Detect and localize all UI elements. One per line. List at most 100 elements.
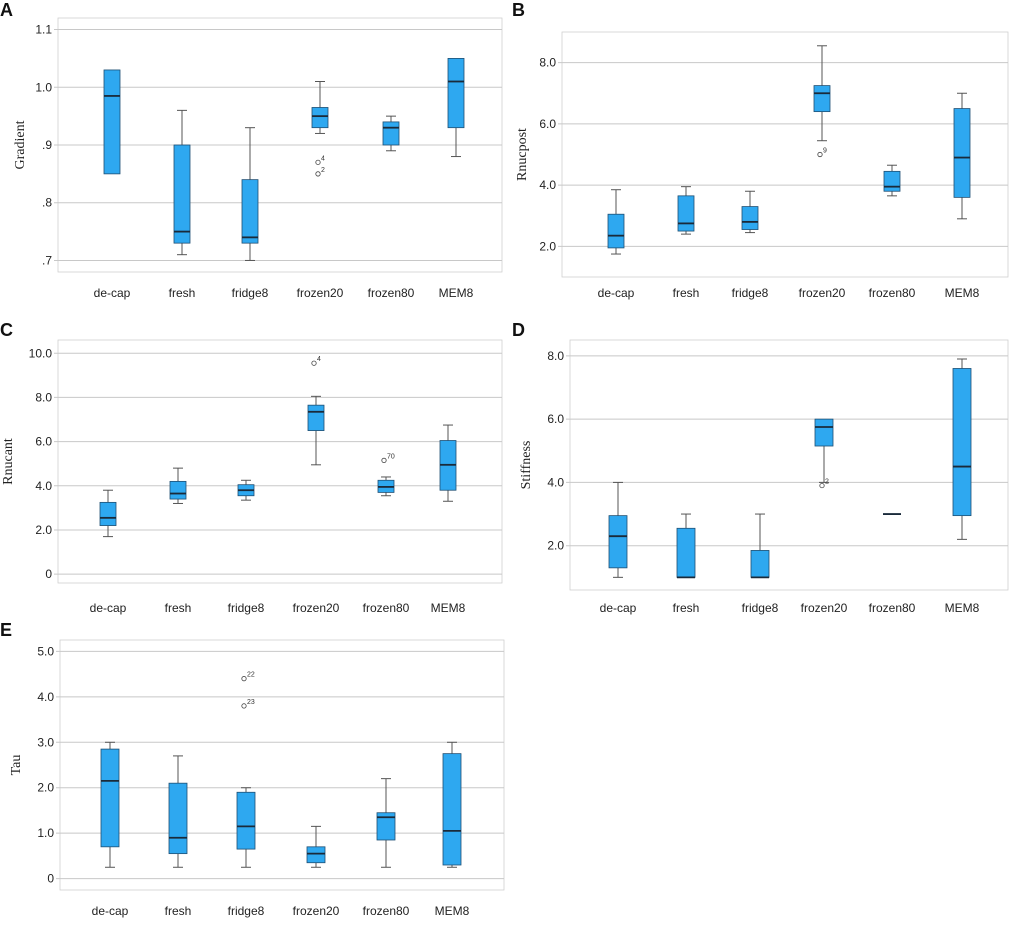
y-tick-label-e: 0	[47, 872, 54, 886]
y-tick-label-c: 10.0	[29, 346, 53, 360]
box-b	[813, 85, 831, 113]
box-e	[168, 782, 188, 855]
outlier-label-c: 4	[317, 356, 321, 363]
x-category-label-c: de-cap	[90, 601, 127, 615]
x-category-label-d: MEM8	[945, 601, 980, 615]
y-tick-label-e: 1.0	[37, 826, 54, 840]
x-category-label-c: fresh	[165, 601, 192, 615]
box-a	[311, 107, 329, 129]
x-category-label-e: frozen20	[293, 904, 340, 918]
x-category-label-e: de-cap	[92, 904, 129, 918]
x-category-label-e: fridge8	[228, 904, 265, 918]
box-a	[382, 121, 400, 146]
box-e	[442, 753, 462, 866]
y-tick-label-d: 2.0	[547, 539, 564, 553]
box-e	[236, 791, 256, 850]
x-category-label-a: de-cap	[94, 286, 131, 300]
box-b	[677, 195, 695, 232]
outlier-label-a: 4	[321, 155, 325, 162]
y-tick-label-a: 1.1	[35, 23, 52, 37]
y-tick-label-d: 6.0	[547, 412, 564, 426]
box-a	[103, 69, 121, 175]
panel-letter-c: C	[0, 320, 13, 340]
y-tick-label-a: .7	[42, 253, 52, 267]
x-category-label-a: fresh	[169, 286, 196, 300]
y-tick-label-d: 8.0	[547, 349, 564, 363]
y-axis-label-c: Rnucant	[1, 438, 16, 485]
box-c	[307, 404, 325, 431]
plot-frame-c	[57, 339, 503, 584]
x-category-label-a: MEM8	[439, 286, 474, 300]
box-d	[952, 368, 972, 517]
x-category-label-d: frozen20	[801, 601, 848, 615]
outlier-point-c	[381, 457, 387, 463]
y-tick-label-c: 8.0	[35, 390, 52, 404]
plot-frame-d	[569, 339, 1009, 591]
x-category-label-b: frozen20	[799, 286, 846, 300]
box-b	[741, 206, 759, 230]
y-tick-label-c: 0	[45, 567, 52, 581]
y-tick-label-c: 4.0	[35, 479, 52, 493]
y-tick-label-c: 2.0	[35, 523, 52, 537]
y-tick-label-b: 8.0	[539, 56, 556, 70]
y-tick-label-d: 4.0	[547, 475, 564, 489]
y-axis-label-e: Tau	[9, 755, 24, 776]
plot-frame-e	[59, 639, 505, 891]
y-tick-label-e: 5.0	[37, 644, 54, 658]
y-tick-label-e: 2.0	[37, 781, 54, 795]
x-category-label-b: de-cap	[598, 286, 635, 300]
x-category-label-b: fridge8	[732, 286, 769, 300]
outlier-label-e: 22	[247, 672, 255, 679]
x-category-label-c: fridge8	[228, 601, 265, 615]
outlier-point-a	[315, 171, 321, 177]
x-category-label-d: fridge8	[742, 601, 779, 615]
panel-letter-a: A	[0, 0, 13, 20]
box-a	[447, 58, 465, 129]
x-category-label-c: frozen80	[363, 601, 410, 615]
y-axis-label-a: Gradient	[13, 120, 28, 169]
box-c	[99, 501, 117, 526]
x-category-label-b: frozen80	[869, 286, 916, 300]
x-category-label-c: frozen20	[293, 601, 340, 615]
panel-letter-e: E	[0, 620, 12, 640]
y-tick-label-a: 1.0	[35, 80, 52, 94]
box-e	[376, 812, 396, 841]
box-a	[241, 179, 259, 244]
box-e	[306, 846, 326, 864]
x-category-label-b: fresh	[673, 286, 700, 300]
outlier-label-c: 70	[387, 453, 395, 460]
y-tick-label-b: 2.0	[539, 239, 556, 253]
y-axis-label-d: Stiffness	[519, 441, 534, 490]
box-b	[953, 108, 971, 198]
outlier-point-e	[241, 703, 247, 709]
outlier-point-d	[819, 482, 825, 489]
box-b	[607, 213, 625, 249]
box-c	[169, 480, 187, 500]
outlier-point-c	[311, 360, 317, 366]
y-tick-label-a: .8	[42, 196, 52, 210]
box-b	[883, 170, 901, 192]
box-d	[676, 527, 696, 578]
box-a	[173, 144, 191, 244]
y-tick-label-c: 6.0	[35, 435, 52, 449]
x-category-label-a: frozen80	[368, 286, 415, 300]
outlier-point-e	[241, 676, 247, 682]
outlier-point-a	[315, 159, 321, 165]
x-category-label-d: fresh	[673, 601, 700, 615]
y-tick-label-a: .9	[42, 138, 52, 152]
y-tick-label-b: 4.0	[539, 178, 556, 192]
y-tick-label-e: 4.0	[37, 690, 54, 704]
x-category-label-d: de-cap	[600, 601, 637, 615]
x-category-label-a: frozen20	[297, 286, 344, 300]
x-category-label-c: MEM8	[431, 601, 466, 615]
outlier-label-a: 2	[321, 167, 325, 174]
x-category-label-d: frozen80	[869, 601, 916, 615]
panel-letter-d: D	[512, 320, 525, 340]
box-d	[608, 515, 628, 569]
plot-frame-b	[561, 31, 1009, 278]
outlier-label-b: 9	[823, 148, 827, 155]
x-category-label-e: MEM8	[435, 904, 470, 918]
x-category-label-a: fridge8	[232, 286, 269, 300]
y-axis-label-b: Rnucpost	[515, 128, 530, 181]
